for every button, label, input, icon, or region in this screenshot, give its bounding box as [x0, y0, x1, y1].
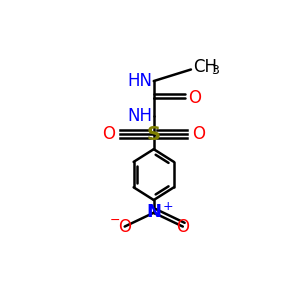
Text: −: −: [110, 214, 121, 227]
Text: HN: HN: [128, 72, 153, 90]
Text: S: S: [147, 125, 161, 144]
Text: O: O: [176, 218, 189, 236]
Text: NH: NH: [128, 107, 153, 125]
Text: N: N: [146, 202, 161, 220]
Text: 3: 3: [211, 64, 219, 77]
Text: O: O: [188, 89, 201, 107]
Text: O: O: [118, 218, 131, 236]
Text: O: O: [102, 125, 116, 143]
Text: O: O: [192, 125, 205, 143]
Text: CH: CH: [193, 58, 217, 76]
Text: +: +: [163, 200, 173, 213]
